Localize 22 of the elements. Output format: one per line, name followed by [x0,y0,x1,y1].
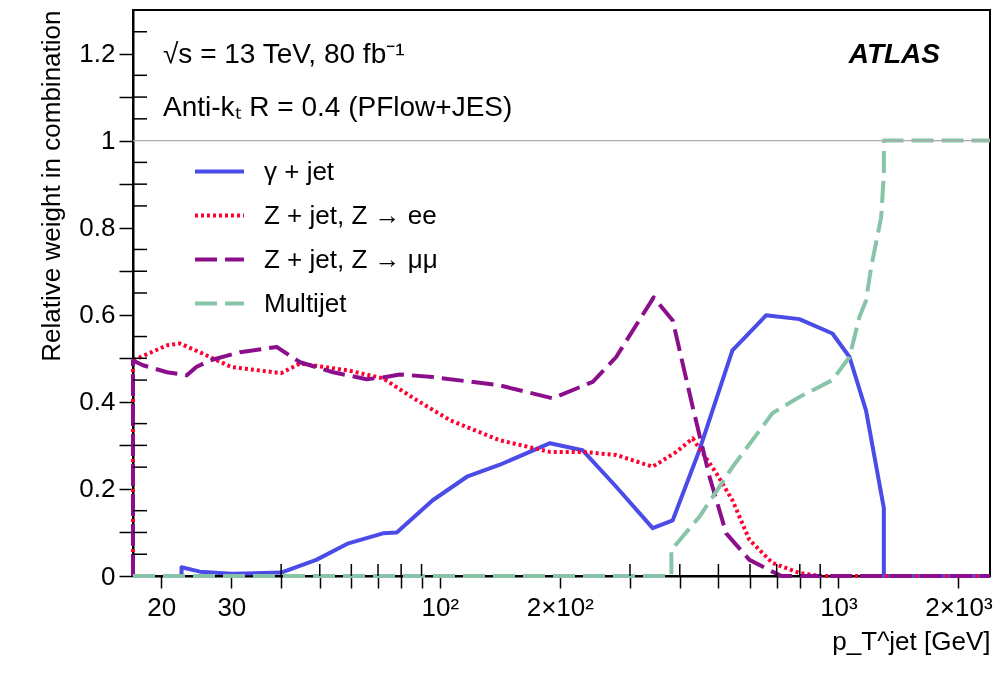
legend-label: Z + jet, Z → μμ [264,243,438,274]
x-tick-label: 20 [147,591,177,622]
annotation: Anti-kₜ R = 0.4 (PFlow+JES) [163,91,513,122]
y-tick-label: 0.2 [79,473,116,504]
annotation: ATLAS [847,38,941,69]
annotation: √s = 13 TeV, 80 fb⁻¹ [163,38,405,69]
y-tick-label: 1 [101,125,116,156]
x-tick-label: 10² [421,591,460,622]
y-tick-label: 1.2 [79,38,116,69]
x-axis-title: p_T^jet [GeV] [832,625,991,656]
x-tick-label: 2×10² [526,591,595,622]
x-tick-label: 2×10³ [925,591,993,622]
legend-label: Z + jet, Z → ee [264,199,437,230]
y-tick-label: 0.8 [79,212,116,243]
y-tick-label: 0 [101,560,116,591]
legend-label: Multijet [264,287,348,318]
y-axis-title: Relative weight in combination [36,10,67,362]
y-tick-label: 0.6 [79,299,116,330]
legend-label: γ + jet [264,155,335,186]
y-tick-label: 0.4 [79,386,116,417]
x-tick-label: 30 [217,591,247,622]
x-tick-label: 10³ [820,591,859,622]
